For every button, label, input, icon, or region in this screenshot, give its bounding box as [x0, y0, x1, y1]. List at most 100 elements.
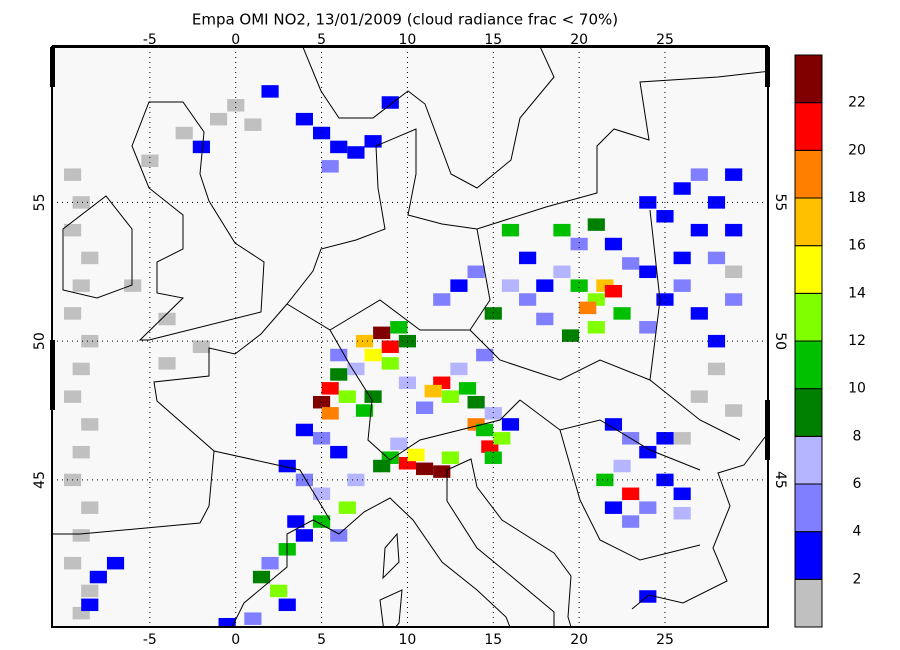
no2-cell: [570, 279, 588, 292]
no2-cell: [364, 135, 382, 148]
no2-cell: [347, 362, 365, 376]
ireland: [62, 195, 133, 299]
no2-cell: [330, 445, 348, 459]
colorbar-box: [794, 483, 823, 533]
no2-cell: [467, 395, 485, 409]
borders: [213, 209, 741, 561]
no2-cell: [441, 390, 459, 403]
no2-cell: [673, 506, 691, 520]
no2-cell: [72, 196, 90, 209]
no2-cell: [81, 501, 99, 514]
no2-cell: [330, 368, 348, 381]
no2-cell: [72, 362, 90, 376]
no2-cell: [295, 423, 313, 437]
no2-cell: [639, 321, 657, 334]
lon-tick-label-bottom: 0: [231, 632, 240, 648]
no2-cell: [536, 312, 554, 326]
no2-cell: [604, 501, 623, 514]
no2-cell: [364, 348, 382, 362]
no2-cell: [81, 418, 99, 431]
no2-cell: [673, 251, 691, 265]
no2-cell: [330, 140, 348, 154]
no2-cell: [604, 237, 623, 251]
no2-cell: [295, 473, 313, 487]
no2-cell: [476, 348, 494, 362]
corsica: [382, 532, 400, 580]
no2-cell: [390, 437, 408, 451]
lat-tick-label-left: 55: [32, 193, 48, 211]
no2-cell: [570, 237, 588, 251]
no2-cell: [450, 362, 468, 376]
frame-bar: [50, 47, 55, 87]
no2-cell: [72, 529, 90, 542]
no2-cell: [81, 598, 99, 612]
no2-cell: [381, 357, 399, 370]
no2-cell: [312, 432, 331, 445]
lat-tick-label-left: 50: [32, 332, 48, 350]
no2-cell: [656, 293, 674, 306]
continent-coast: [52, 70, 768, 535]
no2-cell: [673, 279, 691, 292]
no2-cell: [707, 196, 726, 209]
no2-cell: [295, 112, 313, 126]
no2-cell: [158, 357, 176, 370]
no2-cell: [261, 556, 279, 570]
no2-cell: [476, 423, 494, 437]
colorbar-box: [794, 102, 823, 151]
no2-cell: [218, 617, 236, 627]
lat-tick-label-right: 50: [772, 332, 788, 350]
no2-cell: [596, 473, 614, 487]
no2-cell: [89, 570, 107, 584]
no2-cell: [656, 473, 674, 487]
no2-cell: [72, 445, 90, 459]
map-title: Empa OMI NO2, 13/01/2009 (cloud radiance…: [192, 11, 618, 29]
lon-tick-label-bottom: 20: [570, 632, 588, 648]
no2-cell: [673, 487, 691, 501]
colorbar-box: [794, 340, 823, 390]
no2-cell: [639, 265, 657, 279]
no2-cell: [587, 321, 605, 334]
no2-cell: [124, 279, 142, 292]
no2-cell: [192, 140, 210, 154]
no2-cell: [622, 487, 640, 501]
colorbar-label: 20: [848, 142, 866, 158]
colorbar-label: 10: [848, 381, 866, 397]
colorbar-box: [794, 435, 823, 485]
colorbar-box: [794, 388, 823, 437]
lon-tick-label-top: 5: [317, 32, 326, 48]
no2-cell: [81, 334, 99, 348]
no2-cell: [64, 390, 82, 403]
no2-cell: [622, 257, 640, 270]
no2-cell: [613, 459, 631, 473]
britain: [131, 101, 265, 341]
no2-cell: [416, 401, 434, 415]
colorbar-label: 6: [853, 476, 862, 492]
no2-cell: [278, 598, 296, 612]
colorbar-box: [794, 292, 823, 342]
lon-tick-label-top: 0: [231, 32, 240, 48]
no2-cell: [373, 326, 391, 340]
no2-cell: [441, 451, 459, 464]
no2-cell: [338, 390, 356, 403]
frame-bar: [765, 400, 770, 460]
no2-cell: [381, 340, 399, 353]
no2-cell: [252, 570, 271, 584]
no2-cell: [673, 432, 691, 445]
lon-tick-label-bottom: 10: [399, 632, 417, 648]
no2-cell: [355, 404, 374, 417]
colorbar-box: [794, 531, 823, 580]
no2-cell: [639, 445, 657, 459]
no2-cell: [158, 312, 176, 326]
no2-cell: [725, 223, 743, 237]
no2-cell: [493, 432, 511, 445]
lon-tick-label-bottom: 5: [317, 632, 326, 648]
grid: [52, 47, 768, 627]
no2-cell: [347, 473, 365, 487]
lon-tick-label-bottom: -5: [143, 632, 157, 648]
no2-cell: [364, 390, 382, 403]
colorbar-box: [794, 197, 823, 247]
no2-cell: [312, 126, 331, 140]
lon-tick-label-top: -5: [143, 32, 157, 48]
no2-cell: [690, 390, 708, 403]
no2-cell: [519, 293, 537, 306]
